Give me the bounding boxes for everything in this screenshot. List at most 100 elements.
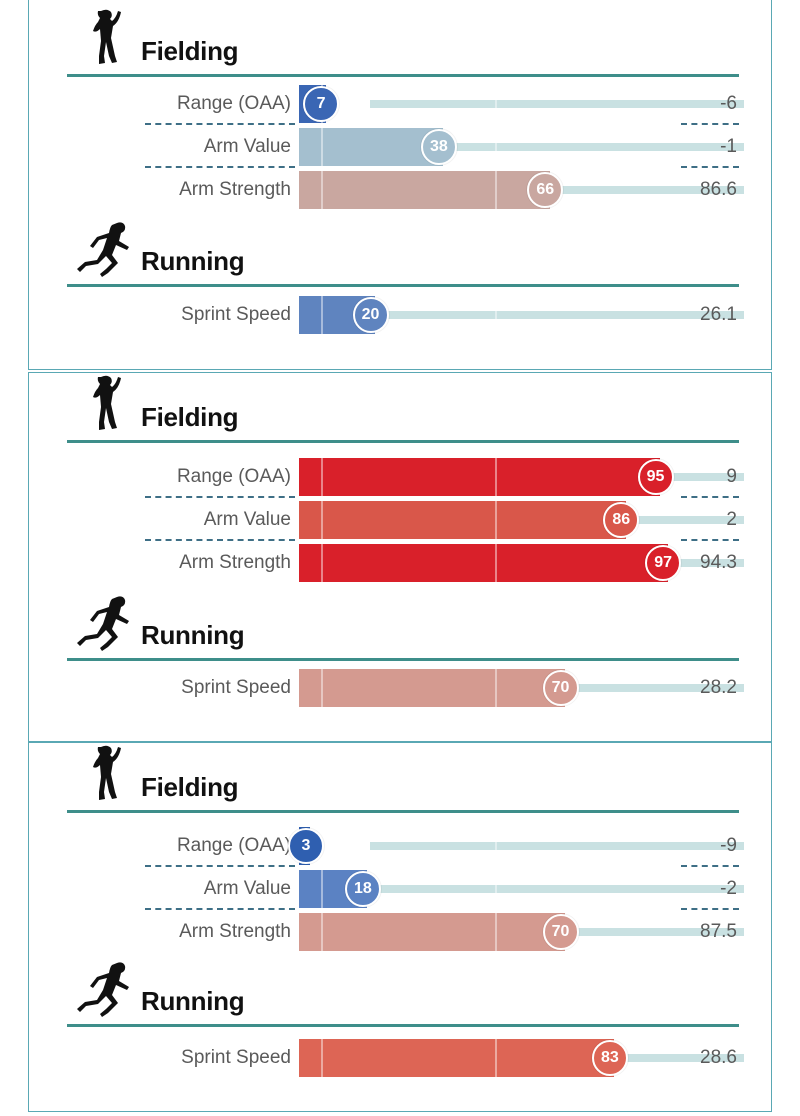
percentile-bubble: 86 — [603, 502, 640, 538]
stat-row-range-oaa: Range (OAA) 7 -6 — [29, 85, 773, 125]
stat-value: -2 — [720, 878, 737, 899]
stat-value: 2 — [726, 509, 737, 530]
percentile-bubble: 70 — [542, 914, 579, 950]
stat-value: 94.3 — [700, 552, 737, 573]
running-section-header: Running — [67, 217, 739, 287]
stat-row-arm-value: Arm Value 38 -1 — [29, 128, 773, 168]
percentile-track — [370, 842, 744, 850]
fielding-section-header: Fielding — [67, 7, 739, 77]
stat-row-arm-value: Arm Value 86 2 — [29, 501, 773, 541]
row-divider — [681, 166, 739, 168]
runner-silhouette-icon — [77, 962, 129, 1017]
section-rule — [67, 284, 739, 287]
row-divider — [681, 865, 739, 867]
fielding-section-header: Fielding — [67, 743, 739, 813]
row-divider — [145, 166, 295, 168]
fielder-silhouette-icon — [93, 375, 121, 430]
section-title-fielding: Fielding — [141, 772, 239, 802]
percentile-bar — [299, 458, 660, 496]
section-rule — [67, 1024, 739, 1027]
running-section-header: Running — [67, 957, 739, 1027]
stats-panel-3: Fielding Range (OAA) 3 -9 Arm Value 18 -… — [28, 742, 772, 1112]
percentile-track — [370, 100, 744, 108]
runner-silhouette-icon — [77, 222, 129, 277]
stat-row-range-oaa: Range (OAA) 95 9 — [29, 458, 773, 498]
row-divider — [145, 865, 295, 867]
percentile-bar — [299, 913, 565, 951]
stat-value: 28.6 — [700, 1047, 737, 1068]
percentile-bar — [299, 669, 565, 707]
stat-label: Sprint Speed — [181, 304, 291, 325]
section-title-fielding: Fielding — [141, 402, 239, 432]
stat-value: 28.2 — [700, 677, 737, 698]
section-title-fielding: Fielding — [141, 36, 239, 66]
stat-label: Range (OAA) — [176, 466, 291, 487]
stat-value: 26.1 — [700, 304, 737, 325]
section-title-running: Running — [141, 986, 245, 1016]
stat-row-arm-strength: Arm Strength 66 86.6 — [29, 171, 773, 209]
fielder-silhouette-icon — [93, 9, 121, 64]
stat-label: Sprint Speed — [181, 677, 291, 698]
stat-label: Arm Value — [203, 878, 291, 899]
percentile-bubble: 18 — [344, 871, 381, 907]
stat-label: Arm Value — [203, 509, 291, 530]
percentile-bubble: 20 — [352, 297, 389, 333]
row-divider — [681, 908, 739, 910]
percentile-bubble: 3 — [287, 828, 324, 864]
percentile-bubble: 38 — [420, 129, 457, 165]
percentile-bar — [299, 1039, 615, 1077]
percentile-track — [370, 143, 744, 151]
percentile-bar — [299, 171, 550, 209]
fielder-silhouette-icon — [93, 745, 121, 800]
stat-row-arm-strength: Arm Strength 97 94.3 — [29, 544, 773, 582]
percentile-bubble: 83 — [591, 1040, 628, 1076]
percentile-bubble: 7 — [303, 86, 340, 122]
section-rule — [67, 658, 739, 661]
stat-row-arm-strength: Arm Strength 70 87.5 — [29, 913, 773, 951]
section-title-running: Running — [141, 246, 245, 276]
stat-label: Range (OAA) — [176, 835, 291, 856]
stat-label: Arm Value — [203, 136, 291, 157]
percentile-bubble: 70 — [542, 670, 579, 706]
percentile-bubble: 97 — [645, 545, 682, 581]
percentile-track — [370, 885, 744, 893]
stat-value: 87.5 — [700, 921, 737, 942]
fielding-section-header: Fielding — [67, 373, 739, 443]
percentile-bar — [299, 544, 668, 582]
section-rule — [67, 440, 739, 443]
percentile-bubble: 95 — [637, 459, 674, 495]
percentile-bubble: 66 — [527, 172, 564, 208]
stat-value: -6 — [720, 93, 737, 114]
stat-row-sprint-speed: Sprint Speed 83 28.6 — [29, 1039, 773, 1077]
section-rule — [67, 810, 739, 813]
stat-value: -1 — [720, 136, 737, 157]
stat-label: Arm Strength — [179, 552, 291, 573]
stats-panel-2: Fielding Range (OAA) 95 9 Arm Value 86 2… — [28, 372, 772, 742]
row-divider — [145, 496, 295, 498]
stat-value: -9 — [720, 835, 737, 856]
runner-silhouette-icon — [77, 596, 129, 651]
percentile-bar — [299, 501, 626, 539]
stat-row-sprint-speed: Sprint Speed 20 26.1 — [29, 296, 773, 334]
row-divider — [145, 123, 295, 125]
section-title-running: Running — [141, 620, 245, 650]
row-divider — [145, 539, 295, 541]
stat-value: 9 — [726, 466, 737, 487]
row-divider — [681, 539, 739, 541]
percentile-track — [370, 311, 744, 319]
percentile-bar — [299, 128, 497, 166]
stat-value: 86.6 — [700, 179, 737, 200]
stat-label: Sprint Speed — [181, 1047, 291, 1068]
stat-row-range-oaa: Range (OAA) 3 -9 — [29, 827, 773, 867]
stats-panel-1: Fielding Range (OAA) 7 -6 Arm Value 38 -… — [28, 0, 772, 370]
stat-row-sprint-speed: Sprint Speed 70 28.2 — [29, 669, 773, 707]
stat-label: Range (OAA) — [176, 93, 291, 114]
stat-label: Arm Strength — [179, 179, 291, 200]
section-rule — [67, 74, 739, 77]
row-divider — [681, 496, 739, 498]
stat-label: Arm Strength — [179, 921, 291, 942]
row-divider — [145, 908, 295, 910]
stat-row-arm-value: Arm Value 18 -2 — [29, 870, 773, 910]
row-divider — [681, 123, 739, 125]
running-section-header: Running — [67, 591, 739, 661]
